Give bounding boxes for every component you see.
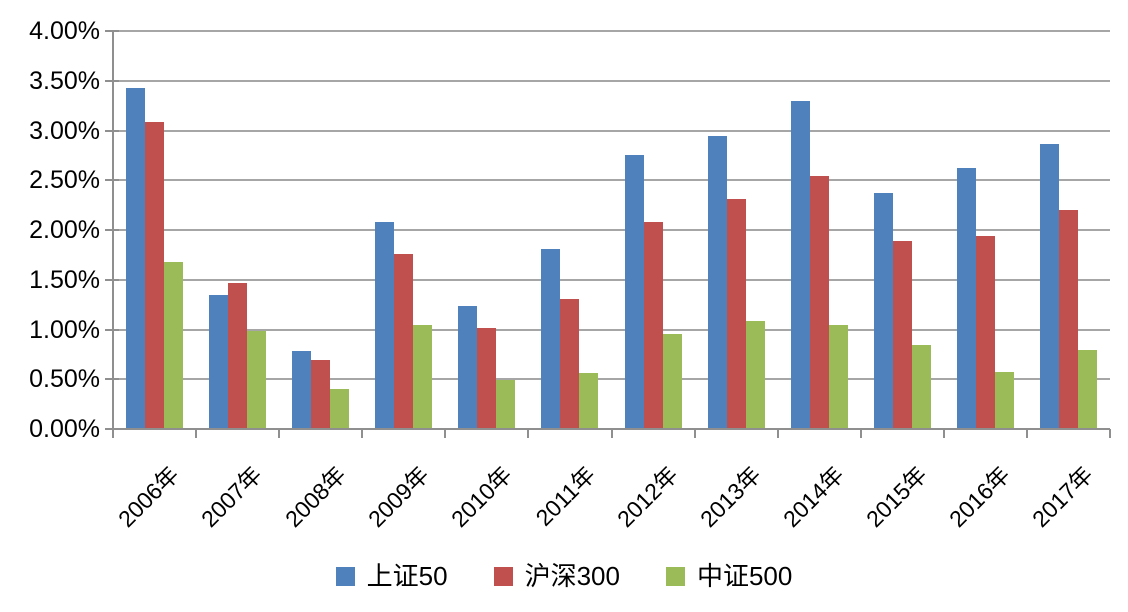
bar-沪深300-2017年	[1058, 210, 1078, 429]
gridline	[113, 30, 1110, 32]
x-axis-tick	[1109, 429, 1111, 438]
legend-item-上证50: 上证50	[335, 561, 448, 591]
bar-中证500-2011年	[579, 373, 599, 429]
bar-上证50-2007年	[209, 294, 229, 429]
x-axis-tick	[942, 429, 945, 438]
x-axis-tick	[776, 429, 779, 438]
y-axis-tick-label: 3.50%	[29, 66, 100, 95]
legend: 上证50 沪深300 中证500	[0, 562, 1128, 590]
bar-上证50-2012年	[624, 155, 644, 429]
legend-label: 中证500	[696, 561, 793, 591]
bar-沪深300-2010年	[477, 327, 497, 429]
x-axis-category-label: 2014年	[778, 461, 849, 533]
bar-中证500-2006年	[164, 261, 184, 429]
bar-中证500-2012年	[662, 334, 682, 429]
legend-label: 沪深300	[524, 561, 620, 591]
x-axis-category-label: 2013年	[694, 461, 766, 533]
bar-沪深300-2006年	[145, 121, 165, 429]
bar-沪深300-2014年	[809, 176, 829, 429]
bar-上证50-2014年	[790, 100, 810, 429]
bar-中证500-2015年	[911, 345, 931, 429]
gridline	[113, 278, 1110, 281]
x-axis-tick	[693, 429, 696, 438]
bar-上证50-2015年	[873, 193, 893, 429]
x-axis-tick	[610, 429, 613, 438]
y-axis-line	[112, 31, 114, 431]
x-axis-category-label: 2006年	[113, 461, 185, 533]
bar-上证50-2011年	[541, 248, 561, 429]
bar-沪深300-2012年	[643, 222, 663, 429]
bar-中证500-2009年	[413, 324, 433, 429]
legend-item-沪深300: 沪深300	[493, 561, 620, 591]
bar-中证500-2014年	[828, 324, 848, 429]
bar-沪深300-2011年	[560, 298, 580, 429]
bar-中证500-2013年	[745, 320, 765, 429]
bar-中证500-2008年	[330, 389, 350, 429]
bar-沪深300-2008年	[311, 360, 331, 429]
x-axis-category-label: 2009年	[362, 461, 434, 533]
bar-沪深300-2013年	[726, 199, 746, 429]
legend-label: 上证50	[366, 561, 448, 591]
bar-上证50-2017年	[1039, 144, 1059, 429]
x-axis-category-label: 2012年	[611, 461, 683, 533]
y-axis-tick-label: 0.00%	[29, 415, 100, 443]
x-axis-tick	[195, 429, 198, 438]
bar-中证500-2007年	[247, 331, 267, 429]
y-axis-tick-label: 4.00%	[29, 17, 100, 45]
bar-上证50-2013年	[707, 136, 727, 429]
bar-沪深300-2007年	[228, 282, 248, 429]
x-axis-category-label: 2010年	[445, 461, 517, 533]
bar-沪深300-2015年	[892, 240, 912, 429]
gridline	[113, 129, 1110, 132]
x-axis-category-label: 2007年	[196, 461, 268, 533]
legend-swatch-icon	[335, 566, 355, 586]
gridline	[113, 328, 1110, 331]
gridline	[113, 229, 1110, 231]
bar-沪深300-2016年	[975, 235, 995, 429]
legend-swatch-icon	[493, 566, 513, 586]
x-axis-tick	[278, 429, 281, 438]
x-axis-tick	[859, 429, 862, 438]
x-axis-category-label: 2016年	[944, 461, 1016, 533]
bar-上证50-2016年	[956, 168, 976, 429]
y-axis-tick-label: 0.50%	[29, 365, 100, 394]
x-axis-tick	[112, 429, 114, 438]
bar-中证500-2010年	[496, 380, 516, 429]
x-axis-tick	[444, 429, 447, 438]
x-axis-category-label: 2008年	[279, 461, 351, 533]
gridline	[113, 378, 1110, 381]
bar-上证50-2008年	[292, 351, 312, 429]
y-axis-tick-label: 1.50%	[29, 265, 100, 294]
y-axis-tick-label: 3.00%	[29, 116, 100, 145]
bar-上证50-2009年	[375, 222, 395, 429]
gridline	[113, 179, 1110, 182]
x-axis-tick	[527, 429, 530, 438]
y-axis-tick-label: 1.00%	[29, 315, 100, 344]
legend-swatch-icon	[665, 566, 685, 586]
x-axis-category-label: 2015年	[861, 461, 932, 533]
x-axis-tick	[1025, 429, 1028, 438]
bar-中证500-2016年	[994, 372, 1014, 429]
x-axis-tick	[361, 429, 364, 438]
bar-沪深300-2009年	[394, 253, 414, 429]
legend-item-中证500: 中证500	[665, 561, 793, 591]
y-axis-tick-label: 2.50%	[29, 166, 100, 195]
bar-上证50-2010年	[458, 305, 478, 429]
bar-中证500-2017年	[1077, 350, 1097, 429]
x-axis-category-label: 2017年	[1027, 461, 1099, 533]
y-axis-tick-label: 2.00%	[29, 216, 100, 244]
x-axis-category-label: 2011年	[530, 461, 600, 531]
bar-上证50-2006年	[126, 87, 146, 429]
gridline	[113, 79, 1110, 82]
